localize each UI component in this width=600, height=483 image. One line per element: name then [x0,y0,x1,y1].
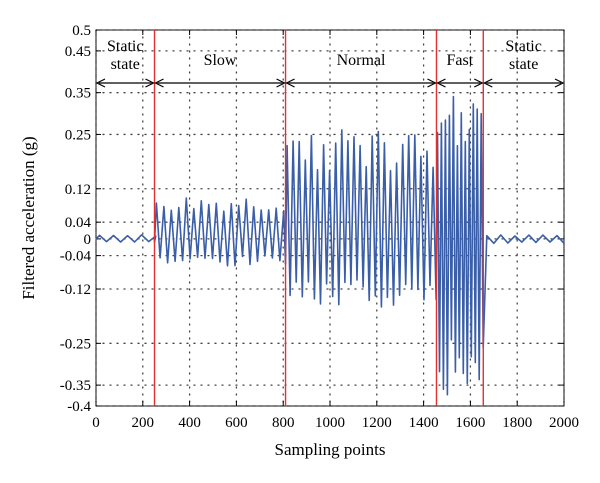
acceleration-series-line [95,95,565,396]
phase-arrow-head-right [474,78,484,88]
phase-arrow-head-left [95,78,106,88]
phase-label: Fast [447,52,474,69]
x-tick-label: 1800 [502,415,532,431]
x-tick-label: 200 [132,415,155,431]
phase-arrow-head-left [482,78,493,88]
y-tick-label: -0.4 [67,399,91,415]
phase-label: Static [505,38,541,55]
y-tick-label: 0.45 [65,44,91,60]
y-tick-label: 0.12 [65,182,91,198]
y-tick-label: 0.5 [72,23,91,39]
phase-label: state [509,56,538,73]
phase-arrow-head-left [285,78,295,88]
phase-boundaries [153,30,484,406]
x-tick-label: 0 [92,415,100,431]
phase-label: Static [107,38,143,55]
y-tick-label: 0.04 [65,215,92,231]
y-tick-label: -0.12 [60,282,91,298]
phase-arrow-head-left [436,78,446,88]
series-line-group [95,95,565,396]
y-tick-label: -0.35 [60,378,91,394]
phase-arrow-head-right [276,78,286,88]
phase-label: Slow [204,52,237,69]
y-tick-label: -0.25 [60,336,91,352]
y-tick-label: -0.04 [60,249,92,265]
x-tick-label: 400 [178,415,201,431]
x-tick-label: 1200 [362,415,392,431]
phase-arrow-head-right [427,78,437,88]
x-tick-label: 800 [272,415,295,431]
x-tick-label: 2000 [549,415,579,431]
axis-ticks: -0.4-0.35-0.25-0.12-0.0400.040.120.250.3… [60,23,579,431]
phase-label: Normal [337,52,386,69]
phase-label: state [111,56,140,73]
x-tick-label: 1600 [455,415,485,431]
y-axis-label: Filtered acceleration (g) [19,136,38,299]
phase-arrow-head-left [154,78,164,88]
y-tick-label: 0.35 [65,86,91,102]
y-tick-label: 0.25 [65,127,91,143]
y-tick-label: 0 [84,232,92,248]
x-tick-label: 1400 [409,415,439,431]
x-tick-label: 600 [225,415,248,431]
x-axis-label: Sampling points [275,440,386,459]
phase-arrow-head-right [145,78,155,88]
x-tick-label: 1000 [315,415,345,431]
phase-arrow-head-right [554,78,565,88]
